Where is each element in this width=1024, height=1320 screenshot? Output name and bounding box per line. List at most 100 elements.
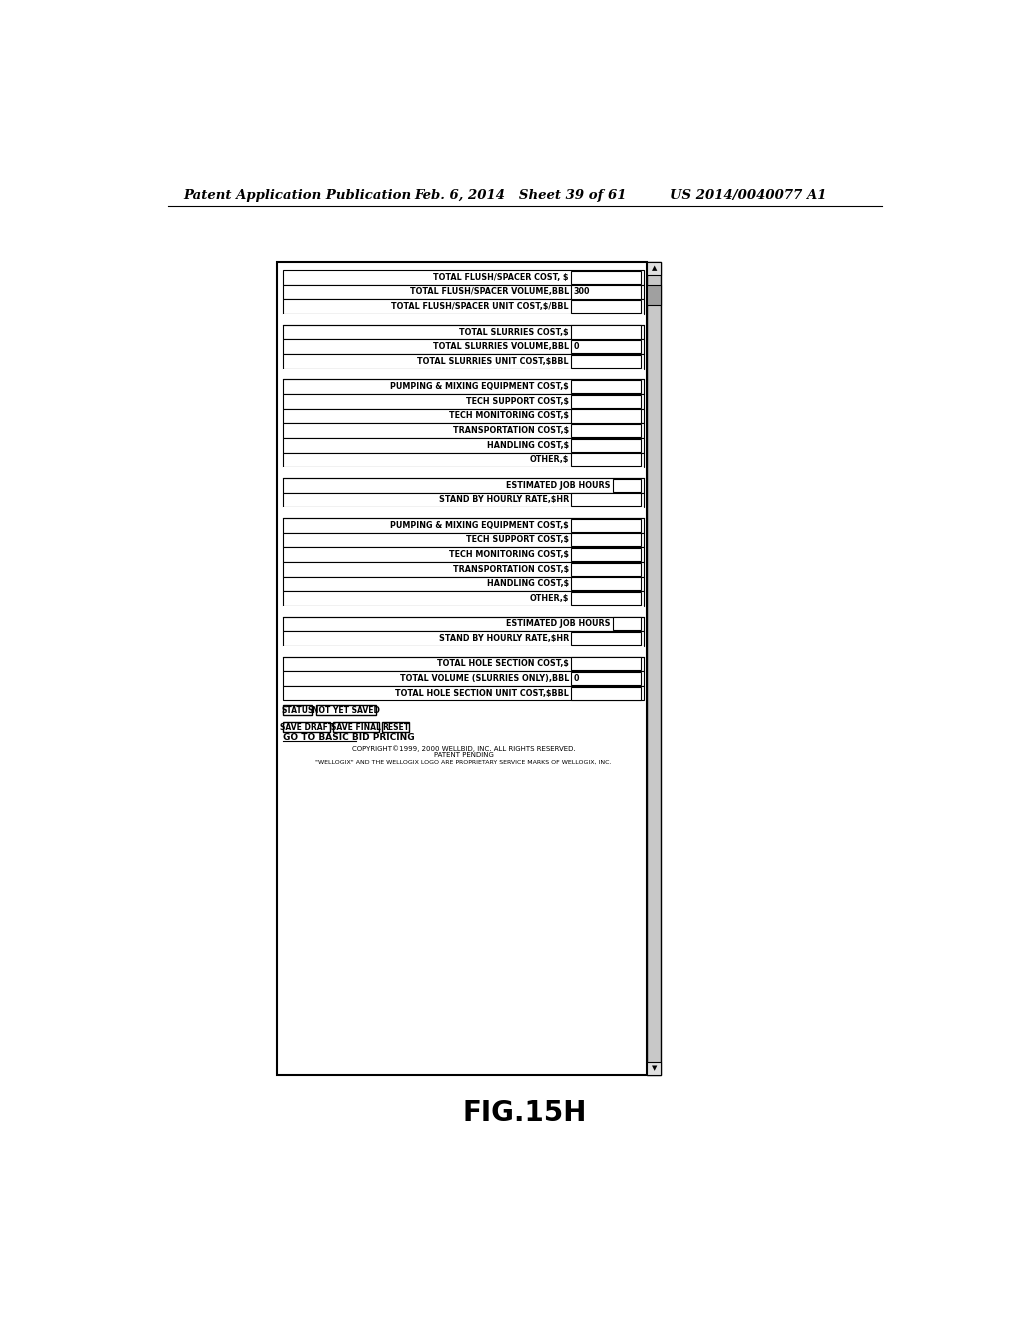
Text: TRANSPORTATION COST,$: TRANSPORTATION COST,$ — [453, 565, 569, 574]
Bar — [283, 591, 644, 606]
Text: PATENT PENDING: PATENT PENDING — [433, 752, 494, 758]
Text: ▼: ▼ — [651, 1065, 657, 1072]
Text: 300: 300 — [573, 288, 590, 297]
Text: SAVE DRAFT: SAVE DRAFT — [280, 722, 333, 731]
Bar — [283, 562, 644, 577]
Bar — [283, 368, 644, 379]
Bar — [333, 722, 379, 733]
Bar — [283, 548, 644, 562]
Bar — [283, 532, 644, 548]
Text: HANDLING COST,$: HANDLING COST,$ — [486, 579, 569, 589]
Text: TOTAL SLURRIES COST,$: TOTAL SLURRIES COST,$ — [460, 327, 569, 337]
Bar — [283, 478, 644, 492]
Bar — [382, 722, 409, 733]
Text: STATUS: STATUS — [282, 706, 314, 714]
Bar — [571, 562, 641, 576]
Bar — [283, 424, 644, 438]
Bar — [276, 263, 647, 1074]
Text: 0: 0 — [573, 675, 580, 682]
Text: STAND BY HOURLY RATE,$HR: STAND BY HOURLY RATE,$HR — [438, 495, 569, 504]
Bar — [571, 355, 641, 368]
Text: TOTAL SLURRIES VOLUME,BBL: TOTAL SLURRIES VOLUME,BBL — [433, 342, 569, 351]
Bar — [647, 263, 662, 275]
Bar — [283, 453, 644, 467]
Bar — [647, 263, 662, 1074]
Text: TECH MONITORING COST,$: TECH MONITORING COST,$ — [449, 550, 569, 560]
Bar — [571, 533, 641, 546]
Bar — [283, 339, 644, 354]
Bar — [571, 380, 641, 393]
Bar — [571, 271, 641, 284]
Bar — [315, 705, 376, 715]
Bar — [571, 548, 641, 561]
Text: TECH MONITORING COST,$: TECH MONITORING COST,$ — [449, 412, 569, 421]
Bar — [571, 424, 641, 437]
Bar — [283, 300, 644, 314]
Bar — [283, 492, 644, 507]
Bar — [571, 519, 641, 532]
Bar — [283, 409, 644, 424]
Bar — [613, 618, 641, 631]
Text: NOT YET SAVED: NOT YET SAVED — [312, 706, 380, 714]
Bar — [283, 325, 644, 339]
Bar — [571, 326, 641, 339]
Text: Feb. 6, 2014   Sheet 39 of 61: Feb. 6, 2014 Sheet 39 of 61 — [415, 189, 628, 202]
Text: HANDLING COST,$: HANDLING COST,$ — [486, 441, 569, 450]
Bar — [571, 632, 641, 645]
Bar — [571, 341, 641, 354]
Bar — [283, 722, 330, 733]
Text: TRANSPORTATION COST,$: TRANSPORTATION COST,$ — [453, 426, 569, 436]
Text: ▲: ▲ — [651, 265, 657, 272]
Bar — [571, 453, 641, 466]
Text: TOTAL FLUSH/SPACER COST, $: TOTAL FLUSH/SPACER COST, $ — [433, 273, 569, 282]
Bar — [647, 285, 662, 305]
Bar — [283, 645, 644, 656]
Bar — [571, 591, 641, 605]
Bar — [283, 438, 644, 453]
Bar — [283, 577, 644, 591]
Bar — [613, 479, 641, 492]
Bar — [647, 1063, 662, 1074]
Text: US 2014/0040077 A1: US 2014/0040077 A1 — [671, 189, 827, 202]
Text: GO TO BASIC BID PRICING: GO TO BASIC BID PRICING — [283, 733, 415, 742]
Bar — [283, 656, 644, 671]
Text: OTHER,$: OTHER,$ — [529, 455, 569, 465]
Text: COPYRIGHT©1999, 2000 WELLBID, INC. ALL RIGHTS RESERVED.: COPYRIGHT©1999, 2000 WELLBID, INC. ALL R… — [352, 744, 575, 751]
Text: SAVE FINAL: SAVE FINAL — [331, 722, 381, 731]
Text: TECH SUPPORT COST,$: TECH SUPPORT COST,$ — [466, 397, 569, 405]
Text: TOTAL FLUSH/SPACER VOLUME,BBL: TOTAL FLUSH/SPACER VOLUME,BBL — [410, 288, 569, 297]
Text: TOTAL SLURRIES UNIT COST,$BBL: TOTAL SLURRIES UNIT COST,$BBL — [418, 356, 569, 366]
Bar — [283, 705, 312, 715]
Bar — [571, 657, 641, 671]
Text: 0: 0 — [573, 342, 580, 351]
Text: FIG.15H: FIG.15H — [463, 1100, 587, 1127]
Bar — [571, 285, 641, 298]
Bar — [571, 672, 641, 685]
Text: ESTIMATED JOB HOURS: ESTIMATED JOB HOURS — [506, 480, 611, 490]
Text: Patent Application Publication: Patent Application Publication — [183, 189, 412, 202]
Text: TOTAL FLUSH/SPACER UNIT COST,$/BBL: TOTAL FLUSH/SPACER UNIT COST,$/BBL — [391, 302, 569, 312]
Bar — [283, 271, 644, 285]
Bar — [283, 314, 644, 325]
Bar — [283, 285, 644, 300]
Text: TOTAL VOLUME (SLURRIES ONLY),BBL: TOTAL VOLUME (SLURRIES ONLY),BBL — [399, 675, 569, 682]
Text: PUMPING & MIXING EQUIPMENT COST,$: PUMPING & MIXING EQUIPMENT COST,$ — [390, 521, 569, 529]
Bar — [283, 379, 644, 395]
Bar — [571, 409, 641, 422]
Bar — [283, 467, 644, 478]
Bar — [571, 494, 641, 507]
Bar — [283, 631, 644, 645]
Bar — [283, 616, 644, 631]
Bar — [571, 300, 641, 313]
Text: RESET: RESET — [382, 722, 409, 731]
Text: ESTIMATED JOB HOURS: ESTIMATED JOB HOURS — [506, 619, 611, 628]
Text: STAND BY HOURLY RATE,$HR: STAND BY HOURLY RATE,$HR — [438, 634, 569, 643]
Bar — [571, 395, 641, 408]
Bar — [571, 577, 641, 590]
Bar — [571, 438, 641, 451]
Bar — [283, 672, 644, 686]
Text: PUMPING & MIXING EQUIPMENT COST,$: PUMPING & MIXING EQUIPMENT COST,$ — [390, 383, 569, 391]
Text: "WELLOGIX" AND THE WELLOGIX LOGO ARE PROPRIETARY SERVICE MARKS OF WELLOGIX, INC.: "WELLOGIX" AND THE WELLOGIX LOGO ARE PRO… — [315, 759, 611, 764]
Text: TOTAL HOLE SECTION COST,$: TOTAL HOLE SECTION COST,$ — [437, 660, 569, 668]
Text: OTHER,$: OTHER,$ — [529, 594, 569, 603]
